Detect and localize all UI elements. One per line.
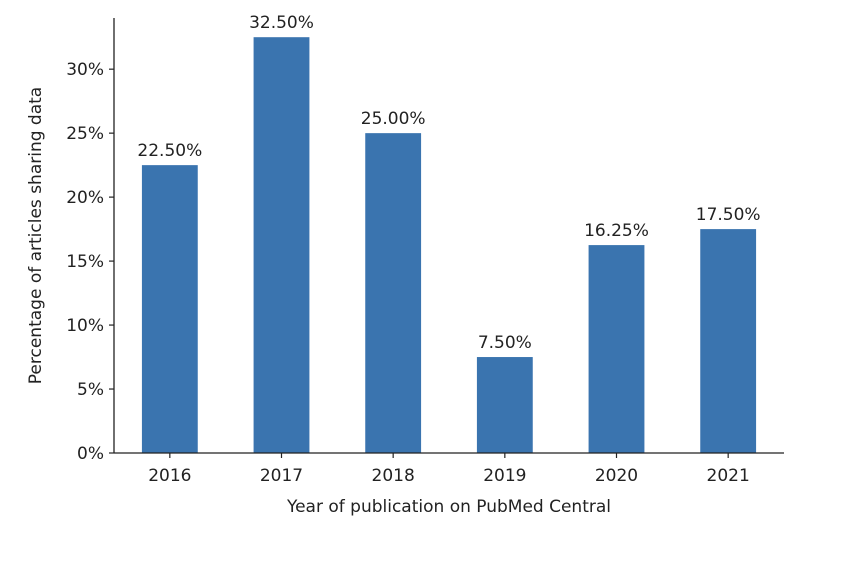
bar-2017: [253, 37, 310, 454]
data-label-2020: 16.25%: [584, 221, 649, 241]
data-label-2019: 7.50%: [478, 333, 532, 353]
data-label-2018: 25.00%: [361, 109, 426, 129]
y-axis-ticks: 0% 5% 10% 15% 20% 25% 30%: [66, 60, 114, 464]
data-label-2021: 17.50%: [696, 205, 761, 225]
y-tick-label-10: 10%: [66, 316, 104, 336]
x-tick-label-2020: 2020: [595, 466, 638, 486]
bars-group: [141, 37, 757, 454]
bar-2019: [476, 357, 533, 453]
x-tick-label-2018: 2018: [372, 466, 415, 486]
y-tick-label-15: 15%: [66, 252, 104, 272]
data-label-2017: 32.50%: [249, 13, 314, 33]
y-tick-label-5: 5%: [77, 380, 104, 400]
data-labels-group: 22.50% 32.50% 25.00% 7.50% 16.25% 17.50%: [137, 13, 760, 353]
bar-2020: [588, 245, 645, 453]
y-tick-label-20: 20%: [66, 188, 104, 208]
x-tick-label-2021: 2021: [707, 466, 750, 486]
x-tick-label-2016: 2016: [148, 466, 191, 486]
x-tick-label-2019: 2019: [483, 466, 526, 486]
x-axis-ticks: 2016 2017 2018 2019 2020 2021: [148, 453, 750, 486]
y-tick-label-25: 25%: [66, 124, 104, 144]
bar-2018: [365, 133, 422, 453]
x-axis-title: Year of publication on PubMed Central: [286, 497, 611, 517]
y-tick-label-0: 0%: [77, 444, 104, 464]
y-axis-title: Percentage of articles sharing data: [26, 87, 46, 384]
y-tick-label-30: 30%: [66, 60, 104, 80]
x-tick-label-2017: 2017: [260, 466, 303, 486]
data-label-2016: 22.50%: [137, 141, 202, 161]
bar-2021: [700, 229, 757, 453]
bar-2016: [141, 165, 198, 453]
